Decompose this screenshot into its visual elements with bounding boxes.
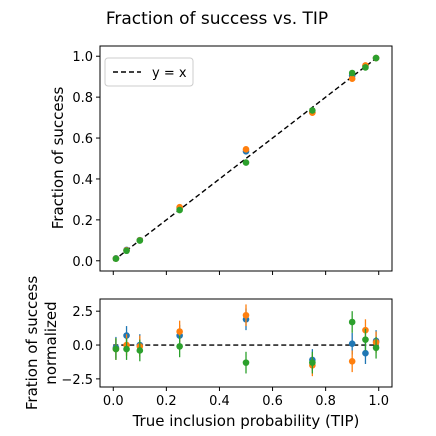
data-point-green	[112, 255, 120, 263]
bottom-x-tick-label: 0.2	[156, 394, 177, 409]
bottom-plot-frame	[99, 298, 393, 388]
data-point-green	[176, 343, 183, 350]
top-y-tick-label: 0.2	[72, 214, 93, 229]
data-point-green	[372, 54, 380, 62]
data-point-green	[362, 64, 369, 71]
legend-label: y = x	[152, 66, 187, 81]
data-point-blue	[362, 349, 369, 357]
top-chart: 0.0 0.2 0.4 0.6 0.8 1.0 y = x Fraction of suc…	[49, 45, 393, 275]
data-point-green	[242, 159, 250, 166]
data-point-green	[136, 237, 144, 244]
data-point-green	[176, 206, 183, 214]
bottom-x-tick-label: 0.6	[262, 394, 283, 409]
top-axis: 0.0 0.2 0.4 0.6 0.8 1.0	[72, 50, 380, 275]
data-point-orange	[242, 311, 250, 319]
bottom-x-tick-label: 0.8	[315, 394, 336, 409]
bottom-x-tick-label: 0.0	[103, 394, 124, 409]
data-point-orange	[242, 145, 250, 153]
data-point-green	[348, 69, 356, 77]
top-y-tick-label: 0.6	[72, 132, 93, 147]
data-point-orange	[176, 328, 183, 335]
top-y-tick-label: 0.0	[72, 255, 93, 270]
top-y-tick-label: 0.4	[72, 173, 93, 188]
data-point-green	[309, 107, 316, 114]
data-point-blue	[348, 340, 356, 347]
data-point-green	[309, 359, 316, 366]
data-point-green	[123, 345, 130, 353]
data-point-orange	[348, 75, 356, 83]
bottom-y-tick-label: 2.5	[72, 305, 93, 320]
bottom-y-tick-label: −2.5	[61, 373, 93, 388]
bottom-y-tick-label: 0.0	[72, 339, 93, 354]
data-point-green	[362, 336, 369, 343]
data-point-green	[123, 247, 130, 255]
legend-box	[104, 57, 194, 87]
data-point-green	[112, 345, 120, 353]
data-point-green	[242, 359, 250, 366]
top-points	[112, 54, 380, 263]
bottom-points	[112, 304, 380, 377]
bottom-chart: −2.5 0.0 2.5 0.0 0.2 0.4 0.6 0.8 1.0 Fration of …	[23, 276, 393, 430]
x-axis-label: True inclusion probability (TIP)	[132, 412, 360, 430]
reference-line	[112, 55, 380, 262]
top-y-tick-label: 0.8	[72, 91, 93, 106]
bottom-x-tick-label: 1.0	[368, 394, 389, 409]
bottom-x-tick-label: 0.4	[209, 394, 230, 409]
bottom-y-axis-label-line-2: normalized	[42, 301, 60, 384]
data-point-green	[348, 318, 356, 326]
data-point-orange	[348, 357, 356, 365]
bottom-axis: −2.5 0.0 2.5 0.0 0.2 0.4 0.6 0.8 1.0	[61, 305, 389, 409]
legend: y = x	[104, 57, 194, 87]
data-point-green	[372, 344, 380, 352]
figure-title: Fraction of success vs. TIP	[106, 9, 328, 29]
top-plot-frame	[99, 45, 393, 272]
top-y-tick-label: 1.0	[72, 50, 93, 65]
bottom-y-axis-label-line-1: Fration of success	[23, 276, 41, 410]
top-y-axis-label: Fraction of success	[49, 87, 67, 230]
data-point-green	[136, 347, 144, 354]
